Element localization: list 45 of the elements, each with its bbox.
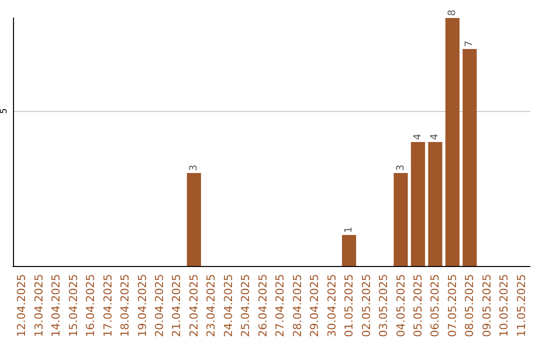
x-tick-label: 10.05.2025 (498, 274, 511, 338)
x-tick-label: 25.04.2025 (239, 274, 252, 338)
x-tick-label: 21.04.2025 (170, 274, 184, 338)
x-tick-label: 12.04.2025 (15, 274, 28, 338)
bar (394, 173, 408, 266)
bar (462, 49, 477, 266)
x-tick-label: 28.04.2025 (290, 274, 304, 338)
x-tick-label: 20.04.2025 (152, 274, 166, 338)
x-tick-label: 18.04.2025 (118, 274, 132, 338)
bar (428, 142, 442, 266)
x-tick-label: 22.04.2025 (187, 274, 200, 338)
data-label: 7 (464, 40, 476, 47)
data-label: 4 (412, 134, 424, 140)
bar (342, 235, 356, 266)
x-tick-label: 09.05.2025 (480, 274, 494, 338)
x-tick-label: 07.05.2025 (446, 274, 459, 338)
x-tick-label: 16.04.2025 (84, 274, 98, 338)
x-tick-label: 23.04.2025 (204, 274, 218, 338)
x-tick-label: 14.04.2025 (50, 274, 63, 338)
data-label: 3 (188, 164, 200, 172)
bar (186, 173, 202, 266)
x-tick-label: 17.04.2025 (101, 274, 114, 338)
data-label: 3 (395, 164, 406, 172)
x-tick-label: 26.04.2025 (256, 274, 270, 338)
data-label: 1 (344, 226, 355, 234)
x-tick-label: 30.04.2025 (325, 274, 338, 338)
x-tick-label: 08.05.2025 (463, 274, 476, 338)
y-tick-label: 5 (0, 108, 10, 114)
x-tick-label: 27.04.2025 (274, 274, 287, 338)
x-tick-label: 03.05.2025 (377, 274, 390, 338)
x-tick-label: 05.05.2025 (411, 274, 424, 338)
x-tick-label: 15.04.2025 (66, 274, 80, 338)
x-tick-label: 02.05.2025 (360, 274, 373, 338)
x-tick-label: 29.04.2025 (308, 274, 322, 338)
x-tick-label: 04.05.2025 (394, 274, 408, 338)
data-label: 4 (430, 134, 441, 140)
x-tick-label: 01.05.2025 (342, 274, 356, 338)
x-tick-label: 19.04.2025 (136, 274, 149, 338)
x-tick-label: 06.05.2025 (428, 274, 442, 338)
x-tick-label: 24.04.2025 (222, 274, 235, 338)
bar (445, 18, 460, 266)
x-tick-label: 13.04.2025 (32, 274, 46, 338)
data-label: 8 (446, 10, 458, 16)
bar (410, 142, 426, 266)
x-tick-label: 11.05.2025 (514, 274, 528, 338)
